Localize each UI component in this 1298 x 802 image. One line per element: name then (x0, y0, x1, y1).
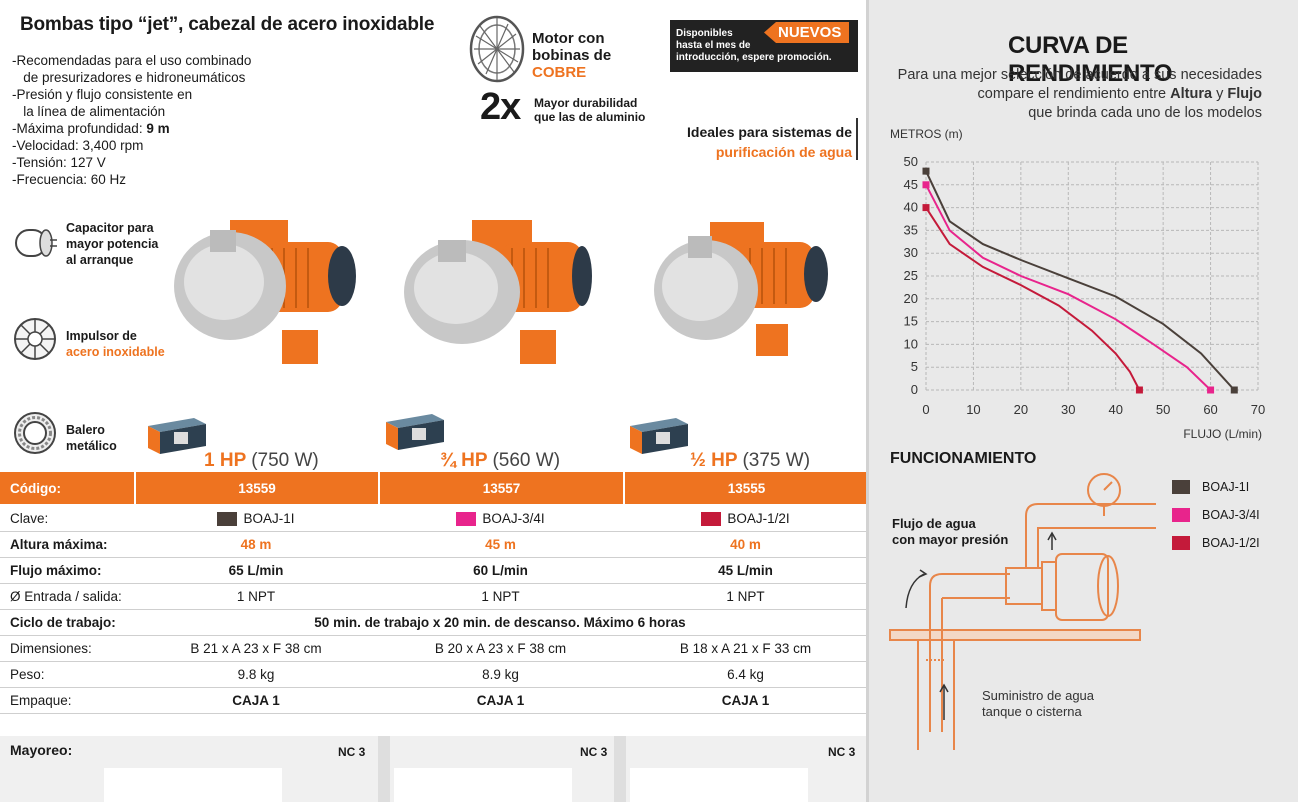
wholesale-value: NC 3 (580, 745, 608, 759)
color-swatch (217, 511, 238, 526)
capacitor-icon (15, 229, 57, 257)
curve-title: CURVA DE RENDIMIENTO (1008, 32, 1173, 87)
table-row: Ciclo de trabajo: 50 min. de trabajo x 2… (0, 610, 866, 636)
x-tick-label: 70 (1251, 402, 1265, 417)
package-box-icon (630, 418, 688, 454)
feature-item: -Recomendadas para el uso combinado (12, 53, 252, 68)
y-tick-label: 25 (904, 268, 918, 283)
data-point (922, 167, 930, 175)
power-rating-3-4hp: ¾ HP (560 W) (440, 450, 561, 471)
new-badge: NUEVOS (764, 22, 850, 43)
impeller-label: Impulsor de acero inoxidable (66, 329, 165, 359)
table-row: Altura máxima: 48 m 45 m 40 m (0, 532, 866, 558)
curve-description: Para una mejor selección de acuerdo a su… (897, 67, 1262, 121)
y-tick-label: 50 (904, 154, 918, 169)
data-point (1207, 386, 1215, 394)
y-tick-label: 40 (904, 200, 918, 215)
package-box-icon (386, 414, 444, 450)
legend-swatch (1172, 480, 1190, 494)
pump-image-1-2hp (654, 222, 828, 356)
copper-motor-text: Motor con bobinas de COBRE (532, 30, 612, 81)
divider (614, 736, 626, 802)
capacitor-label: Capacitor para mayor potencia al arranqu… (66, 221, 159, 267)
y-tick-label: 30 (904, 245, 918, 260)
data-point (1230, 386, 1238, 394)
legend-swatch (1172, 508, 1190, 522)
promo-text: Disponibles hasta el mes de introducción… (676, 28, 832, 63)
x-tick-label: 20 (1014, 402, 1028, 417)
table-row: Flujo máximo: 65 L/min 60 L/min 45 L/min (0, 558, 866, 584)
price-field (104, 768, 282, 802)
installation-diagram (889, 473, 1156, 750)
y-tick-label: 15 (904, 314, 918, 329)
divider (378, 736, 390, 802)
power-rating-1hp: 1 HP (750 W) (204, 450, 319, 471)
table-row: Ø Entrada / salida: 1 NPT 1 NPT 1 NPT (0, 584, 866, 610)
bearing-label: Balero metálico (66, 423, 117, 453)
table-row: Dimensiones: B 21 x A 23 x F 38 cm B 20 … (0, 636, 866, 662)
feature-item: -Presión y flujo consistente en (12, 87, 193, 102)
feature-item: -Tensión: 127 V (12, 155, 106, 170)
legend-item: BOAJ-1I (1172, 480, 1249, 494)
x-axis-label: FLUJO (L/min) (1183, 427, 1262, 441)
data-point (1135, 386, 1143, 394)
operation-title: FUNCIONAMIENTO (890, 450, 1037, 467)
feature-item: la línea de alimentación (19, 104, 166, 119)
water-flow-label: Flujo de agua con mayor presión (892, 516, 1009, 547)
feature-item: de presurizadores e hidroneumáticos (19, 70, 246, 85)
legend-item: BOAJ-3/4I (1172, 508, 1260, 522)
data-point (922, 204, 930, 212)
price-field (630, 768, 808, 802)
y-tick-label: 45 (904, 177, 918, 192)
package-box-icon (148, 418, 206, 454)
x-tick-label: 50 (1156, 402, 1170, 417)
pump-image-1hp (174, 220, 356, 364)
feature-item: -Frecuencia: 60 Hz (12, 172, 127, 187)
durability-text: Mayor durabilidad que las de aluminio (534, 96, 646, 124)
y-tick-label: 10 (904, 336, 918, 351)
x-tick-label: 0 (922, 402, 929, 417)
power-rating-1-2hp: ½ HP (375 W) (690, 450, 811, 471)
x-tick-label: 10 (966, 402, 980, 417)
ideal-for-text: Ideales para sistemas de purificación de… (687, 124, 852, 160)
price-field (394, 768, 572, 802)
feature-list: -Recomendadas para el uso combinado de p… (12, 52, 332, 188)
bearing-icon (14, 412, 56, 454)
y-tick-label: 35 (904, 222, 918, 237)
y-tick-label: 5 (911, 359, 918, 374)
divider (856, 118, 858, 160)
curve-panel (866, 0, 1298, 802)
x-tick-label: 30 (1061, 402, 1075, 417)
pump-image-3-4hp (404, 220, 592, 364)
durability-multiplier: 2x (480, 86, 521, 128)
impeller-icon (14, 318, 56, 360)
feature-item: -Velocidad: 3,400 rpm (12, 138, 144, 153)
product-panel: Bombas tipo “jet”, cabezal de acero inox… (0, 0, 866, 802)
water-supply-label: Suministro de agua tanque o cisterna (982, 688, 1095, 719)
legend-swatch (1172, 536, 1190, 550)
page-title: Bombas tipo “jet”, cabezal de acero inox… (20, 14, 435, 35)
y-axis-label: METROS (m) (890, 127, 963, 141)
x-tick-label: 60 (1203, 402, 1217, 417)
series-line (925, 184, 1212, 391)
color-swatch (701, 511, 722, 526)
table-row: Peso: 9.8 kg 8.9 kg 6.4 kg (0, 662, 866, 688)
data-point (922, 181, 930, 189)
performance-chart: METROS (m) FLUJO (L/min) 0 5 10 15 20 25 30 35 4… (890, 127, 1265, 441)
series-line (925, 207, 1141, 391)
wholesale-value: NC 3 (338, 745, 366, 759)
table-row: Código: 13559 13557 13555 (0, 472, 866, 504)
wholesale-label: Mayoreo: (10, 742, 73, 758)
copper-coil-icon (469, 15, 525, 83)
series-line (925, 170, 1236, 391)
y-tick-label: 0 (911, 382, 918, 397)
wholesale-value: NC 3 (828, 745, 856, 759)
table-row: Clave: BOAJ-1I BOAJ-3/4I BOAJ-1/2I (0, 506, 866, 532)
y-tick-label: 20 (904, 291, 918, 306)
legend-item: BOAJ-1/2I (1172, 536, 1260, 550)
feature-item: -Máxima profundidad: 9 m (12, 121, 170, 136)
color-swatch (456, 511, 477, 526)
table-row: Empaque: CAJA 1 CAJA 1 CAJA 1 (0, 688, 866, 714)
x-tick-label: 40 (1108, 402, 1122, 417)
